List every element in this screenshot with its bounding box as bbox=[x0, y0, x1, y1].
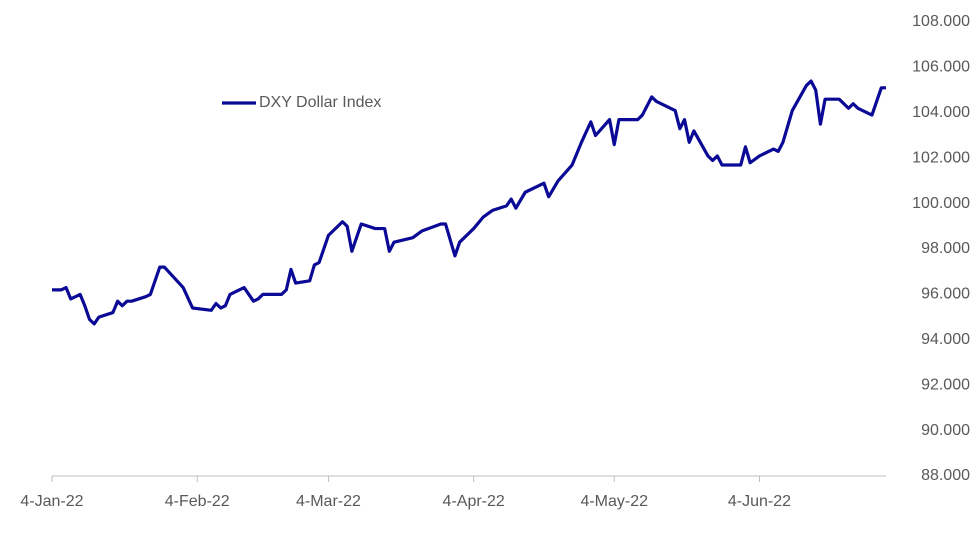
y-tick-label: 102.000 bbox=[912, 149, 970, 166]
y-tick-label: 106.000 bbox=[912, 59, 970, 76]
y-tick-label: 96.000 bbox=[921, 286, 970, 303]
x-tick-label: 4-May-22 bbox=[580, 493, 648, 510]
y-tick-label: 98.000 bbox=[921, 240, 970, 257]
legend-label: DXY Dollar Index bbox=[259, 94, 381, 111]
y-tick-label: 94.000 bbox=[921, 331, 970, 348]
x-tick-label: 4-Jun-22 bbox=[728, 493, 791, 510]
y-tick-label: 88.000 bbox=[921, 467, 970, 484]
x-tick-label: 4-Mar-22 bbox=[296, 493, 361, 510]
x-tick-label: 4-Feb-22 bbox=[165, 493, 230, 510]
x-tick-label: 4-Jan-22 bbox=[20, 493, 83, 510]
y-tick-label: 92.000 bbox=[921, 376, 970, 393]
y-tick-label: 104.000 bbox=[912, 104, 970, 121]
y-tick-label: 90.000 bbox=[921, 422, 970, 439]
y-tick-label: 108.000 bbox=[912, 13, 970, 30]
y-tick-label: 100.000 bbox=[912, 195, 970, 212]
data-line bbox=[52, 79, 886, 326]
x-tick-label: 4-Apr-22 bbox=[443, 493, 505, 510]
